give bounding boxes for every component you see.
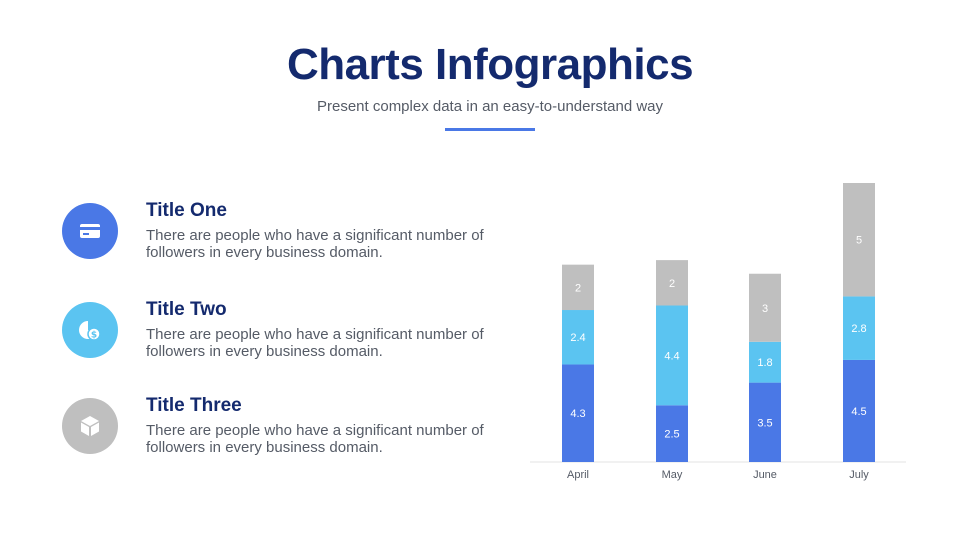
item-description: There are people who have a significant … [146, 422, 484, 456]
info-item-three: Title Three There are people who have a … [62, 395, 502, 468]
item-description: There are people who have a significant … [146, 227, 484, 261]
data-label: 3 [762, 303, 768, 315]
data-label: 2.4 [570, 332, 585, 344]
data-label: 2.5 [664, 429, 679, 441]
x-tick-label: April [567, 469, 589, 481]
page-subtitle: Present complex data in an easy-to-under… [316, 98, 664, 115]
bar-segment [562, 364, 594, 462]
credit-card-icon [62, 203, 118, 259]
pie-dollar-icon: $ [62, 302, 118, 358]
data-label: 4.4 [664, 350, 679, 362]
svg-text:$: $ [91, 331, 97, 341]
x-tick-label: June [753, 469, 777, 481]
item-title: Title Two [146, 299, 227, 320]
page-title: Charts Infographics [286, 40, 694, 89]
title-underline [445, 128, 535, 131]
stacked-bar-chart: 4.3 2.4 2 April 2.5 4.4 2 May 3.5 1.8 3 June 4.5 2.8 5… [530, 183, 906, 481]
bar-segment [843, 296, 875, 360]
x-tick-label: May [662, 469, 683, 481]
bar-segment [749, 341, 781, 383]
x-tick-label: July [849, 469, 869, 481]
data-label: 2.8 [851, 323, 866, 335]
info-item-two: $ Title Two There are people who have a … [62, 299, 502, 372]
bar-segment [656, 260, 688, 306]
data-label: 1.8 [757, 357, 772, 369]
bar-segment [749, 273, 781, 342]
data-label: 4.3 [570, 408, 585, 420]
data-label: 5 [856, 235, 862, 247]
data-label: 4.5 [851, 406, 866, 418]
data-label: 2 [575, 282, 581, 294]
bar-segment [656, 305, 688, 406]
bar-segment [843, 359, 875, 462]
item-title: Title Three [146, 395, 242, 416]
box-icon [62, 398, 118, 454]
item-title: Title One [146, 200, 227, 221]
bar-segment [843, 183, 875, 297]
bar-segment [749, 382, 781, 462]
data-label: 3.5 [757, 417, 772, 429]
bar-segment [656, 405, 688, 462]
item-description: There are people who have a significant … [146, 326, 484, 360]
bar-segment [562, 264, 594, 311]
data-label: 2 [669, 278, 675, 290]
bar-segment [562, 310, 594, 365]
info-item-one: Title One There are people who have a si… [62, 200, 502, 273]
